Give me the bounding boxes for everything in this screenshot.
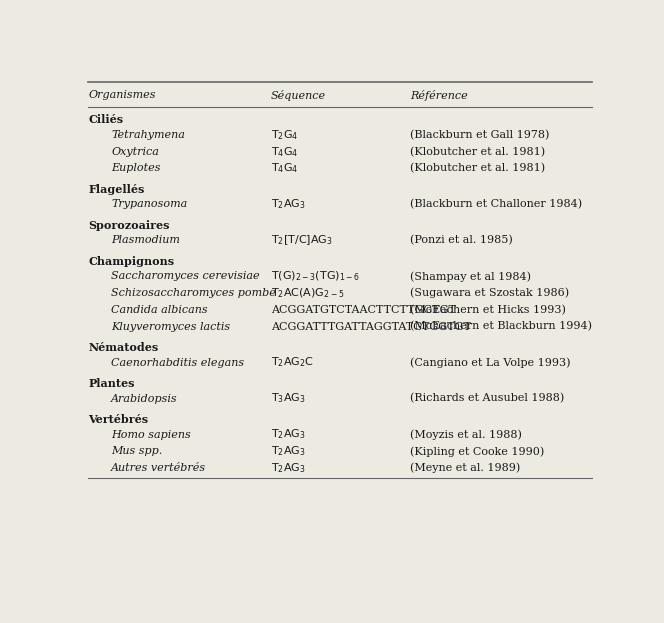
Text: (Moyzis et al. 1988): (Moyzis et al. 1988) bbox=[410, 429, 522, 440]
Text: Plantes: Plantes bbox=[88, 378, 135, 389]
Text: $\mathrm{T}_2\mathrm{G}_4$: $\mathrm{T}_2\mathrm{G}_4$ bbox=[271, 128, 298, 142]
Text: Champignons: Champignons bbox=[88, 255, 174, 267]
Text: Saccharomyces cerevisiae: Saccharomyces cerevisiae bbox=[112, 272, 260, 282]
Text: Tetrahymena: Tetrahymena bbox=[112, 130, 185, 140]
Text: Trypanosoma: Trypanosoma bbox=[112, 199, 187, 209]
Text: (Klobutcher et al. 1981): (Klobutcher et al. 1981) bbox=[410, 163, 545, 174]
Text: ACGGATGTCTAACTTCTTGGTGT: ACGGATGTCTAACTTCTTGGTGT bbox=[271, 305, 456, 315]
Text: Sporozoaires: Sporozoaires bbox=[88, 219, 169, 231]
Text: Mus spp.: Mus spp. bbox=[112, 446, 163, 456]
Text: (Sugawara et Szostak 1986): (Sugawara et Szostak 1986) bbox=[410, 288, 569, 298]
Text: (Shampay et al 1984): (Shampay et al 1984) bbox=[410, 271, 531, 282]
Text: $\mathrm{T}_4\mathrm{G}_4$: $\mathrm{T}_4\mathrm{G}_4$ bbox=[271, 161, 298, 175]
Text: $\mathrm{T}\mathrm{(}\mathrm{G}\mathrm{)}_{2-3}\mathrm{(}\mathrm{T}\mathrm{G}\ma: $\mathrm{T}\mathrm{(}\mathrm{G}\mathrm{)… bbox=[271, 270, 360, 283]
Text: Autres vertébrés: Autres vertébrés bbox=[112, 463, 207, 473]
Text: Plasmodium: Plasmodium bbox=[112, 235, 180, 245]
Text: Schizosaccharomyces pombe: Schizosaccharomyces pombe bbox=[112, 288, 276, 298]
Text: $\mathrm{T}_2\mathrm{A}\mathrm{G}_3$: $\mathrm{T}_2\mathrm{A}\mathrm{G}_3$ bbox=[271, 444, 305, 458]
Text: Arabidopsis: Arabidopsis bbox=[112, 394, 178, 404]
Text: (Ponzi et al. 1985): (Ponzi et al. 1985) bbox=[410, 235, 513, 245]
Text: Nématodes: Nématodes bbox=[88, 342, 159, 353]
Text: Vertébrés: Vertébrés bbox=[88, 414, 148, 425]
Text: (Cangiano et La Volpe 1993): (Cangiano et La Volpe 1993) bbox=[410, 358, 570, 368]
Text: ACGGATTTGATTAGGTATGTGGTGT: ACGGATTTGATTAGGTATGTGGTGT bbox=[271, 321, 471, 331]
Text: $\mathrm{T}_2\mathrm{A}\mathrm{C}\mathrm{(}\mathrm{A}\mathrm{)}\mathrm{G}_{2-5}$: $\mathrm{T}_2\mathrm{A}\mathrm{C}\mathrm… bbox=[271, 287, 344, 300]
Text: $\mathrm{T}_3\mathrm{A}\mathrm{G}_3$: $\mathrm{T}_3\mathrm{A}\mathrm{G}_3$ bbox=[271, 392, 305, 406]
Text: Euplotes: Euplotes bbox=[112, 163, 161, 173]
Text: $\mathrm{T}_2\mathrm{A}\mathrm{G}_3$: $\mathrm{T}_2\mathrm{A}\mathrm{G}_3$ bbox=[271, 427, 305, 442]
Text: Ciliés: Ciliés bbox=[88, 114, 124, 125]
Text: Candida albicans: Candida albicans bbox=[112, 305, 208, 315]
Text: (Kipling et Cooke 1990): (Kipling et Cooke 1990) bbox=[410, 446, 544, 457]
Text: Flagellés: Flagellés bbox=[88, 184, 145, 194]
Text: (McEachern et Blackburn 1994): (McEachern et Blackburn 1994) bbox=[410, 321, 592, 332]
Text: (McEachern et Hicks 1993): (McEachern et Hicks 1993) bbox=[410, 305, 566, 315]
Text: Oxytrica: Oxytrica bbox=[112, 147, 159, 157]
Text: (Blackburn et Challoner 1984): (Blackburn et Challoner 1984) bbox=[410, 199, 582, 209]
Text: $\mathrm{T}_2\mathrm{[}\mathrm{T}\mathrm{/}\mathrm{C}\mathrm{]}\mathrm{A}\mathrm: $\mathrm{T}_2\mathrm{[}\mathrm{T}\mathrm… bbox=[271, 234, 333, 247]
Text: (Richards et Ausubel 1988): (Richards et Ausubel 1988) bbox=[410, 393, 564, 404]
Text: Séquence: Séquence bbox=[271, 90, 326, 101]
Text: $\mathrm{T}_4\mathrm{G}_4$: $\mathrm{T}_4\mathrm{G}_4$ bbox=[271, 145, 298, 159]
Text: (Blackburn et Gall 1978): (Blackburn et Gall 1978) bbox=[410, 130, 549, 140]
Text: $\mathrm{T}_2\mathrm{A}\mathrm{G}_3$: $\mathrm{T}_2\mathrm{A}\mathrm{G}_3$ bbox=[271, 461, 305, 475]
Text: Référence: Référence bbox=[410, 90, 467, 101]
Text: $\mathrm{T}_2\mathrm{A}\mathrm{G}_2\mathrm{C}$: $\mathrm{T}_2\mathrm{A}\mathrm{G}_2\math… bbox=[271, 356, 314, 369]
Text: $\mathrm{T}_2\mathrm{A}\mathrm{G}_3$: $\mathrm{T}_2\mathrm{A}\mathrm{G}_3$ bbox=[271, 197, 305, 211]
Text: Homo sapiens: Homo sapiens bbox=[112, 430, 191, 440]
Text: Organismes: Organismes bbox=[88, 90, 155, 100]
Text: Kluyveromyces lactis: Kluyveromyces lactis bbox=[112, 321, 230, 331]
Text: Caenorhabditis elegans: Caenorhabditis elegans bbox=[112, 358, 244, 368]
Text: (Klobutcher et al. 1981): (Klobutcher et al. 1981) bbox=[410, 146, 545, 157]
Text: (Meyne et al. 1989): (Meyne et al. 1989) bbox=[410, 463, 520, 473]
